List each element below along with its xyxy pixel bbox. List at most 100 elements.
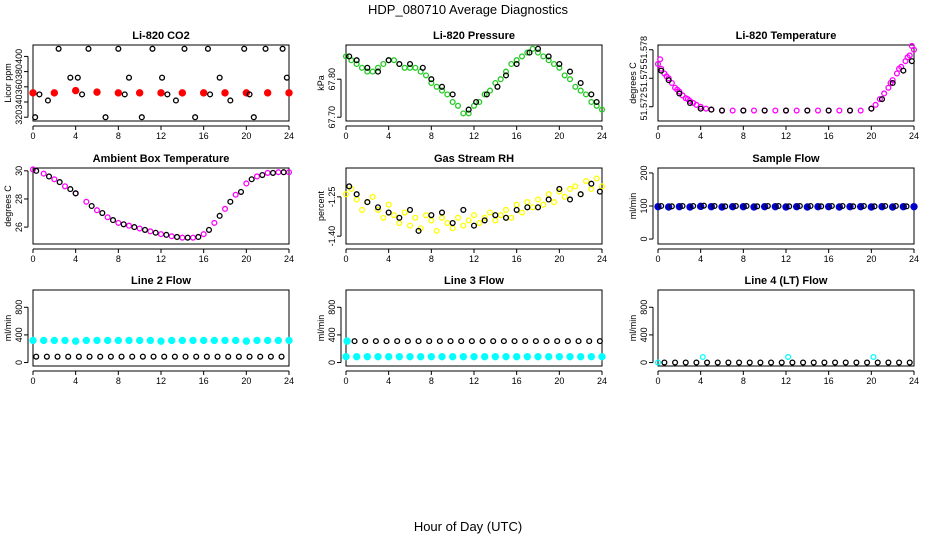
- data-point: [99, 209, 106, 217]
- data-point: [722, 203, 729, 210]
- y-axis-label: Licor ppm: [3, 63, 13, 103]
- data-point: [250, 114, 257, 121]
- data-point: [494, 83, 501, 90]
- data-point: [438, 83, 446, 90]
- data-point: [544, 352, 553, 361]
- data-point: [74, 74, 81, 81]
- data-point: [518, 53, 526, 60]
- data-point: [118, 353, 125, 360]
- data-point: [566, 68, 574, 75]
- x-tick-label: 12: [469, 376, 479, 386]
- data-point: [406, 60, 414, 68]
- data-point: [274, 336, 283, 345]
- data-point: [181, 45, 188, 52]
- data-point: [708, 106, 715, 113]
- data-point: [422, 72, 430, 79]
- data-point: [556, 60, 563, 68]
- data-point: [135, 89, 144, 97]
- y-tick-label: -1.25: [327, 187, 337, 208]
- y-tick-label: 800: [639, 300, 649, 315]
- data-point: [428, 212, 435, 219]
- data-point: [283, 74, 290, 81]
- data-point: [458, 338, 465, 345]
- x-tick-label: 8: [116, 254, 121, 264]
- data-point: [179, 234, 186, 241]
- data-point: [598, 183, 606, 190]
- series-calibration: [33, 353, 285, 360]
- data-point: [419, 64, 426, 71]
- data-point: [172, 97, 179, 104]
- data-point: [246, 91, 253, 98]
- data-point: [280, 169, 287, 176]
- data-point: [438, 87, 446, 94]
- data-point: [178, 336, 187, 345]
- series-calibration: [346, 45, 600, 113]
- data-point: [500, 338, 507, 345]
- x-tick-label: 4: [698, 131, 703, 141]
- x-tick-label: 0: [30, 376, 35, 386]
- data-point: [342, 352, 350, 361]
- data-point: [231, 336, 240, 345]
- data-point: [285, 89, 293, 97]
- data-point: [129, 353, 136, 360]
- data-point: [836, 107, 843, 114]
- data-point: [396, 60, 403, 68]
- data-point: [468, 338, 475, 345]
- data-point: [483, 91, 490, 98]
- data-point: [473, 98, 480, 106]
- data-point: [161, 353, 168, 360]
- data-point: [278, 353, 285, 360]
- data-point: [810, 359, 817, 366]
- data-point: [178, 89, 187, 97]
- data-point: [470, 212, 478, 219]
- data-point: [853, 359, 860, 366]
- data-point: [346, 183, 353, 190]
- data-point: [593, 175, 600, 182]
- data-point: [714, 359, 721, 366]
- data-point: [125, 74, 133, 81]
- data-point: [550, 199, 558, 206]
- data-point: [225, 353, 232, 360]
- x-tick-label: 0: [343, 131, 348, 141]
- data-point: [908, 58, 915, 65]
- data-point: [470, 222, 478, 229]
- data-point: [492, 212, 499, 219]
- data-point: [51, 176, 58, 183]
- series-average-start: [343, 337, 351, 345]
- data-point: [878, 96, 886, 103]
- data-point: [221, 205, 229, 212]
- x-tick-label: 16: [512, 376, 522, 386]
- data-point: [422, 212, 430, 219]
- data-point: [362, 338, 369, 345]
- x-tick-label: 20: [241, 254, 251, 264]
- data-point: [259, 171, 266, 179]
- data-point: [818, 203, 825, 210]
- data-point: [125, 222, 133, 229]
- data-point: [772, 107, 779, 114]
- data-point: [428, 76, 435, 83]
- data-point: [586, 338, 593, 345]
- data-point: [835, 203, 844, 211]
- x-tick-label: 16: [199, 376, 209, 386]
- data-point: [221, 336, 229, 345]
- data-point: [529, 204, 536, 211]
- data-point: [743, 202, 750, 210]
- data-point: [67, 186, 74, 193]
- data-point: [401, 64, 408, 71]
- data-point: [587, 352, 596, 361]
- data-point: [193, 353, 200, 360]
- data-point: [104, 214, 111, 221]
- series-calibration: [658, 58, 915, 114]
- data-point: [55, 45, 62, 52]
- data-point: [588, 98, 595, 106]
- data-point: [444, 219, 451, 227]
- data-point: [572, 83, 579, 90]
- x-tick-label: 0: [655, 131, 660, 141]
- data-point: [61, 183, 69, 190]
- data-point: [120, 221, 127, 228]
- data-point: [406, 352, 414, 361]
- data-point: [479, 338, 486, 345]
- data-point: [173, 233, 181, 241]
- x-tick-label: 0: [343, 376, 348, 386]
